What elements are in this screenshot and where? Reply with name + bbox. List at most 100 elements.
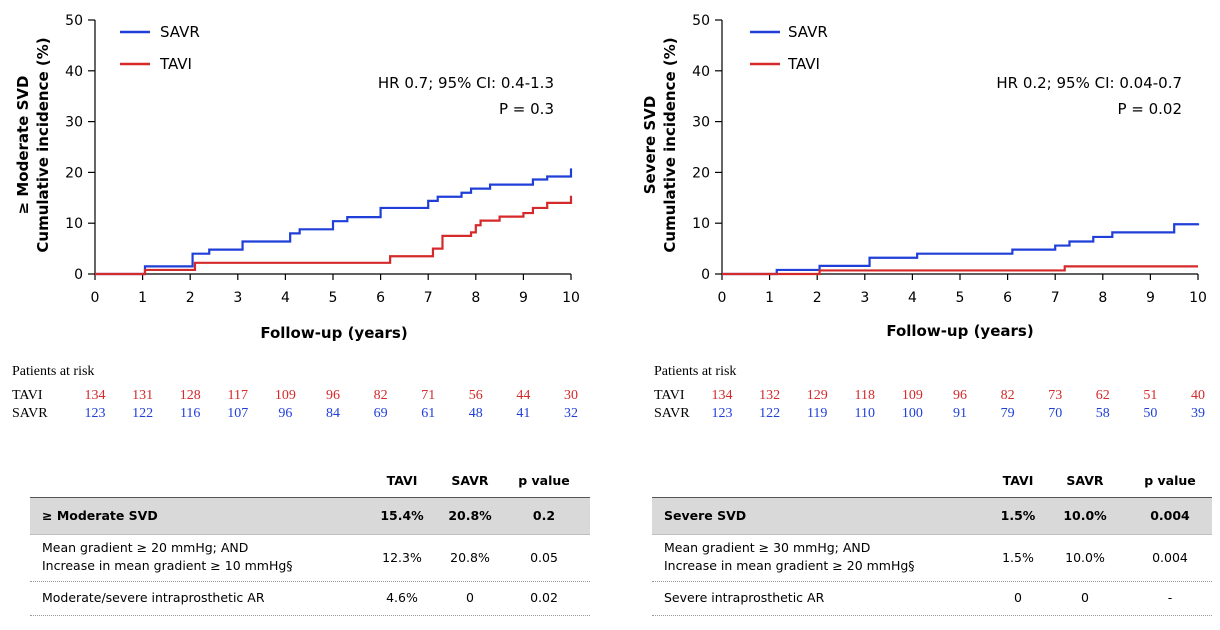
risk-value: 96 xyxy=(953,388,967,403)
y-tick-label: 0 xyxy=(74,267,83,283)
legend-tavi-label: TAVI xyxy=(787,55,820,73)
table-row: Mean gradient ≥ 30 mmHg; AND Increase in… xyxy=(652,535,1212,579)
hr-annotation: HR 0.2; 95% CI: 0.04-0.7 xyxy=(996,74,1182,92)
risk-value: 128 xyxy=(179,388,201,403)
y-tick-label: 50 xyxy=(65,13,83,29)
y-tick-label: 20 xyxy=(692,165,710,181)
row-divider xyxy=(30,534,590,535)
risk-row-savr: SAVR 123 122 116 107 96 84 69 61 48 41 32 xyxy=(0,406,610,424)
left-panel: ≥ Moderate SVD Cumulative incidence (%) … xyxy=(0,13,610,616)
cell-tavi: 12.3% xyxy=(382,550,422,565)
right-panel: Severe SVD Cumulative incidence (%) Foll… xyxy=(610,0,1220,630)
header-rule xyxy=(652,497,1212,498)
risk-row-tavi: TAVI 134 131 128 117 109 96 82 71 56 44 30 xyxy=(0,388,610,406)
risk-value: 96 xyxy=(278,406,293,421)
y-tick-label: 50 xyxy=(692,13,710,29)
y-tick-label: 0 xyxy=(701,267,710,283)
y-tick-label: 10 xyxy=(65,216,83,232)
risk-value: 71 xyxy=(421,388,436,403)
cell-tavi: 1.5% xyxy=(1002,550,1034,565)
row-label-line2: Increase in mean gradient ≥ 20 mmHg§ xyxy=(664,558,915,573)
cell-tavi: 15.4% xyxy=(380,508,424,523)
x-tick-label: 4 xyxy=(908,290,917,306)
cell-p-value: 0.05 xyxy=(530,550,558,565)
risk-value: 48 xyxy=(468,406,483,421)
severe-svd-chart: Severe SVD Cumulative incidence (%) Foll… xyxy=(641,13,1207,340)
risk-value: 82 xyxy=(1000,388,1015,403)
p-annotation: P = 0.02 xyxy=(1117,100,1182,118)
y-tick-label: 30 xyxy=(692,115,710,131)
x-tick-label: 10 xyxy=(1189,290,1207,306)
risk-value: 122 xyxy=(759,406,781,421)
risk-value: 100 xyxy=(901,406,923,421)
risk-value: 79 xyxy=(1000,406,1015,421)
table-row: Severe SVD 1.5% 10.0% 0.004 xyxy=(652,498,1212,534)
risk-value: 61 xyxy=(421,406,436,421)
row-label: Moderate/severe intraprosthetic AR xyxy=(42,590,265,605)
risk-table-title: Patients at risk xyxy=(654,364,737,379)
x-tick-label: 0 xyxy=(718,290,727,306)
risk-value: 122 xyxy=(132,406,154,421)
risk-row-label: TAVI xyxy=(654,388,685,403)
table-row: Moderate/severe intraprosthetic AR 4.6% … xyxy=(30,582,590,614)
summary-table: TAVI SAVR p value Severe SVD 1.5% 10.0% … xyxy=(652,470,1212,620)
cell-p-value: 0.004 xyxy=(1152,550,1188,565)
x-tick-label: 8 xyxy=(1098,290,1107,306)
legend-tavi-label: TAVI xyxy=(159,55,192,73)
risk-value: 132 xyxy=(759,388,781,403)
row-divider xyxy=(652,534,1212,535)
x-tick-label: 10 xyxy=(562,290,580,306)
risk-value: 96 xyxy=(326,388,340,403)
risk-value: 44 xyxy=(516,388,531,403)
risk-value: 62 xyxy=(1095,388,1110,403)
x-tick-label: 4 xyxy=(281,290,290,306)
header-savr: SAVR xyxy=(451,473,489,488)
cell-savr: 10.0% xyxy=(1065,550,1105,565)
risk-row-label: SAVR xyxy=(654,406,690,421)
x-tick-label: 8 xyxy=(471,290,480,306)
y-axis-label: Cumulative incidence (%) xyxy=(661,37,679,252)
header-p-value: p value xyxy=(1144,473,1196,488)
x-tick-label: 6 xyxy=(376,290,385,306)
x-tick-label: 9 xyxy=(1146,290,1155,306)
risk-value: 110 xyxy=(854,406,876,421)
header-p-value: p value xyxy=(518,473,570,488)
y-tick-label: 30 xyxy=(65,115,83,131)
x-tick-label: 1 xyxy=(138,290,147,306)
y-tick-label: 10 xyxy=(692,216,710,232)
row-label: Mean gradient ≥ 30 mmHg; AND xyxy=(664,540,871,555)
x-tick-label: 0 xyxy=(91,290,100,306)
x-tick-label: 3 xyxy=(233,290,242,306)
y-axis-title: ≥ Moderate SVD xyxy=(14,76,32,215)
risk-row-label: SAVR xyxy=(12,406,48,421)
risk-value: 56 xyxy=(468,388,483,403)
x-tick-label: 3 xyxy=(860,290,869,306)
x-tick-label: 2 xyxy=(186,290,195,306)
risk-row-savr: SAVR 123 122 119 110 100 91 79 70 58 50 39 xyxy=(610,406,1220,424)
row-divider xyxy=(652,581,1212,582)
table-row: ≥ Moderate SVD 15.4% 20.8% 0.2 xyxy=(30,498,590,534)
risk-value: 82 xyxy=(373,388,388,403)
row-label: Mean gradient ≥ 20 mmHg; AND xyxy=(42,540,249,555)
risk-value: 30 xyxy=(564,388,578,403)
cell-p-value: 0.02 xyxy=(530,590,558,605)
risk-value: 109 xyxy=(274,388,296,403)
risk-value: 118 xyxy=(854,388,876,403)
row-divider xyxy=(30,581,590,582)
risk-value: 58 xyxy=(1095,406,1110,421)
hr-annotation: HR 0.7; 95% CI: 0.4-1.3 xyxy=(378,74,554,92)
x-axis-label: Follow-up (years) xyxy=(886,322,1033,340)
table-row: Severe intraprosthetic AR 0 0 - xyxy=(652,582,1212,614)
x-tick-label: 7 xyxy=(1051,290,1060,306)
row-label: Severe SVD xyxy=(664,508,747,523)
header-tavi: TAVI xyxy=(386,473,418,488)
p-annotation: P = 0.3 xyxy=(499,100,554,118)
table-row: Mean gradient ≥ 20 mmHg; AND Increase in… xyxy=(30,535,590,579)
x-tick-label: 7 xyxy=(424,290,433,306)
series-line-tavi xyxy=(95,195,573,276)
risk-value: 134 xyxy=(711,388,733,403)
row-divider xyxy=(30,615,590,616)
cell-savr: 20.8% xyxy=(450,550,490,565)
risk-table: Patients at risk TAVI 134 132 129 118 109 96 82… xyxy=(610,360,1220,421)
x-tick-label: 2 xyxy=(813,290,822,306)
